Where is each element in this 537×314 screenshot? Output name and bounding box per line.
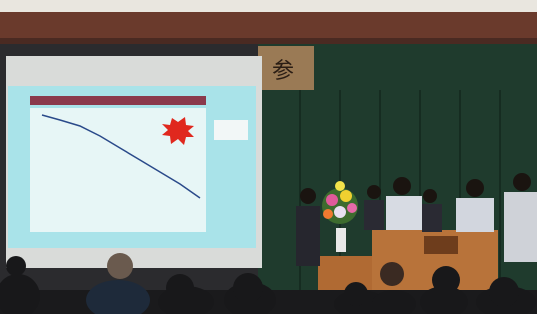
slide-title-bar <box>30 96 206 105</box>
photo: 参 <box>0 0 537 314</box>
wall-beam <box>0 12 537 42</box>
podium-emblem <box>424 236 458 254</box>
slide-callout <box>214 120 248 140</box>
page: 参 (() => { const data = JSON.parse <box>0 0 537 314</box>
wall-sign-text: 参 <box>272 59 294 84</box>
